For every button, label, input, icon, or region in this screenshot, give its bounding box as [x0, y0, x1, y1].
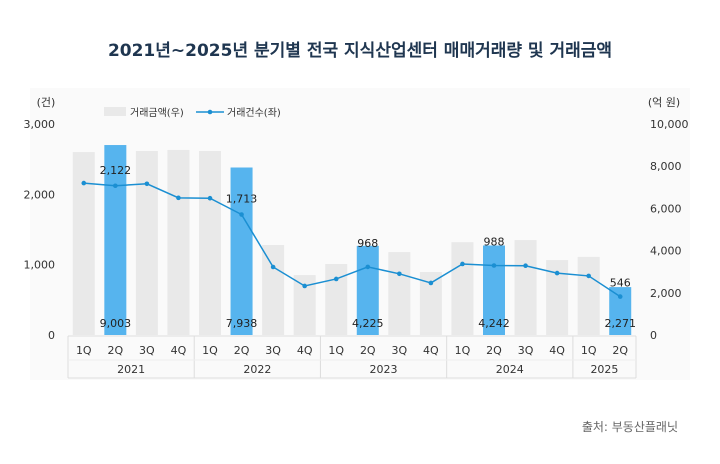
line-data-label: 968	[357, 237, 378, 250]
quarter-label: 3Q	[391, 344, 407, 357]
right-axis-tick: 2,000	[650, 287, 682, 300]
bar	[609, 287, 632, 335]
left-axis-tick: 0	[48, 329, 55, 342]
right-axis-tick: 6,000	[650, 202, 682, 215]
source-note: 출처: 부동산플래닛	[581, 420, 678, 434]
bar-data-label: 2,271	[604, 317, 636, 330]
bar-data-label: 7,938	[226, 317, 258, 330]
line-point	[365, 264, 371, 270]
bar-data-label: 4,225	[352, 317, 384, 330]
line-point	[270, 264, 276, 270]
legend-bar-label: 거래금액(우)	[130, 107, 184, 119]
bar	[546, 260, 569, 335]
quarter-label: 4Q	[549, 344, 565, 357]
right-axis-unit: (억 원)	[648, 96, 680, 109]
bar	[419, 272, 442, 335]
year-label: 2025	[590, 363, 618, 376]
line-point	[460, 261, 465, 267]
quarter-label: 1Q	[202, 344, 218, 357]
quarter-label: 1Q	[581, 344, 597, 357]
line-point	[144, 181, 150, 187]
bar	[199, 151, 221, 335]
line-point	[554, 270, 560, 276]
line-data-label: 1,713	[226, 193, 258, 206]
quarter-label: 2Q	[486, 344, 502, 357]
line-point	[586, 273, 591, 279]
bar	[72, 152, 95, 335]
line-data-label: 988	[484, 236, 505, 249]
quarter-label: 1Q	[455, 344, 471, 357]
chart-title: 2021년~2025년 분기별 전국 지식산업센터 매매거래량 및 거래금액	[107, 41, 613, 61]
quarter-label: 2Q	[612, 344, 628, 357]
year-label: 2022	[243, 363, 271, 376]
line-data-label: 546	[610, 277, 631, 290]
line-point	[491, 263, 497, 268]
line-point	[397, 271, 402, 277]
bar	[483, 245, 505, 335]
legend-line-marker	[207, 109, 213, 115]
line-series	[83, 182, 621, 298]
quarter-label: 2Q	[360, 344, 376, 357]
right-axis-tick: 8,000	[650, 160, 682, 173]
right-axis-tick: 0	[650, 329, 657, 342]
bar	[325, 263, 348, 335]
quarter-label: 1Q	[328, 344, 344, 357]
bar	[451, 242, 474, 335]
quarter-label: 4Q	[297, 344, 313, 357]
bar	[104, 145, 127, 335]
year-label: 2021	[117, 363, 145, 376]
left-axis-tick: 1,000	[24, 259, 56, 272]
left-axis-tick: 2,000	[24, 188, 56, 201]
bar	[230, 167, 253, 335]
legend-bar-swatch	[104, 107, 126, 116]
legend-line-label: 거래건수(좌)	[227, 107, 281, 119]
bar	[293, 275, 316, 335]
line-point	[302, 283, 307, 289]
left-axis-unit: (건)	[37, 96, 56, 109]
year-label: 2023	[370, 363, 398, 376]
left-axis-tick: 3,000	[24, 118, 56, 131]
quarter-label: 2Q	[234, 344, 250, 357]
bar	[577, 256, 600, 335]
quarter-label: 3Q	[518, 344, 534, 357]
line-point	[207, 195, 213, 201]
bar	[514, 240, 537, 335]
quarter-label: 3Q	[139, 344, 155, 357]
line-point	[81, 180, 87, 186]
line-point	[428, 280, 434, 286]
year-label: 2024	[496, 363, 524, 376]
line-point	[617, 294, 623, 299]
bar-data-label: 9,003	[100, 317, 132, 330]
bar	[262, 245, 285, 335]
line-point	[176, 195, 181, 201]
quarter-label: 4Q	[423, 344, 439, 357]
bar	[135, 151, 158, 335]
quarter-label: 4Q	[171, 344, 187, 357]
line-point	[523, 263, 528, 269]
line-point	[333, 276, 339, 282]
bar	[167, 149, 190, 335]
line-data-label: 2,122	[100, 164, 132, 177]
quarter-label: 3Q	[265, 344, 281, 357]
right-axis-tick: 10,000	[650, 118, 689, 131]
quarter-label: 2Q	[107, 344, 123, 357]
right-axis-tick: 4,000	[650, 245, 682, 258]
line-point	[239, 212, 244, 217]
bar	[388, 252, 411, 335]
quarter-label: 1Q	[76, 344, 92, 357]
line-point	[113, 183, 118, 189]
bar-data-label: 4,242	[478, 317, 510, 330]
